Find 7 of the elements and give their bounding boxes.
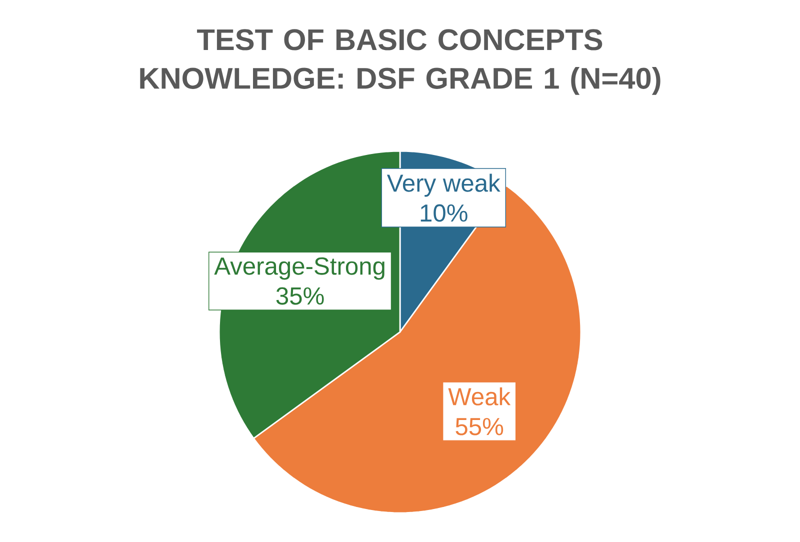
slice-label: Weak [448,387,511,406]
data-label: 10% [420,204,468,222]
data-label: 35% [276,287,324,305]
slice-label: Very weak [386,174,500,197]
slice-label: Average-Strong [214,257,384,280]
data-label: 55% [456,418,504,436]
chart-title: TEST OF BASIC CONCEPTS KNOWLEDGE: DSF GRADE 1 (N=40) [140,29,660,95]
